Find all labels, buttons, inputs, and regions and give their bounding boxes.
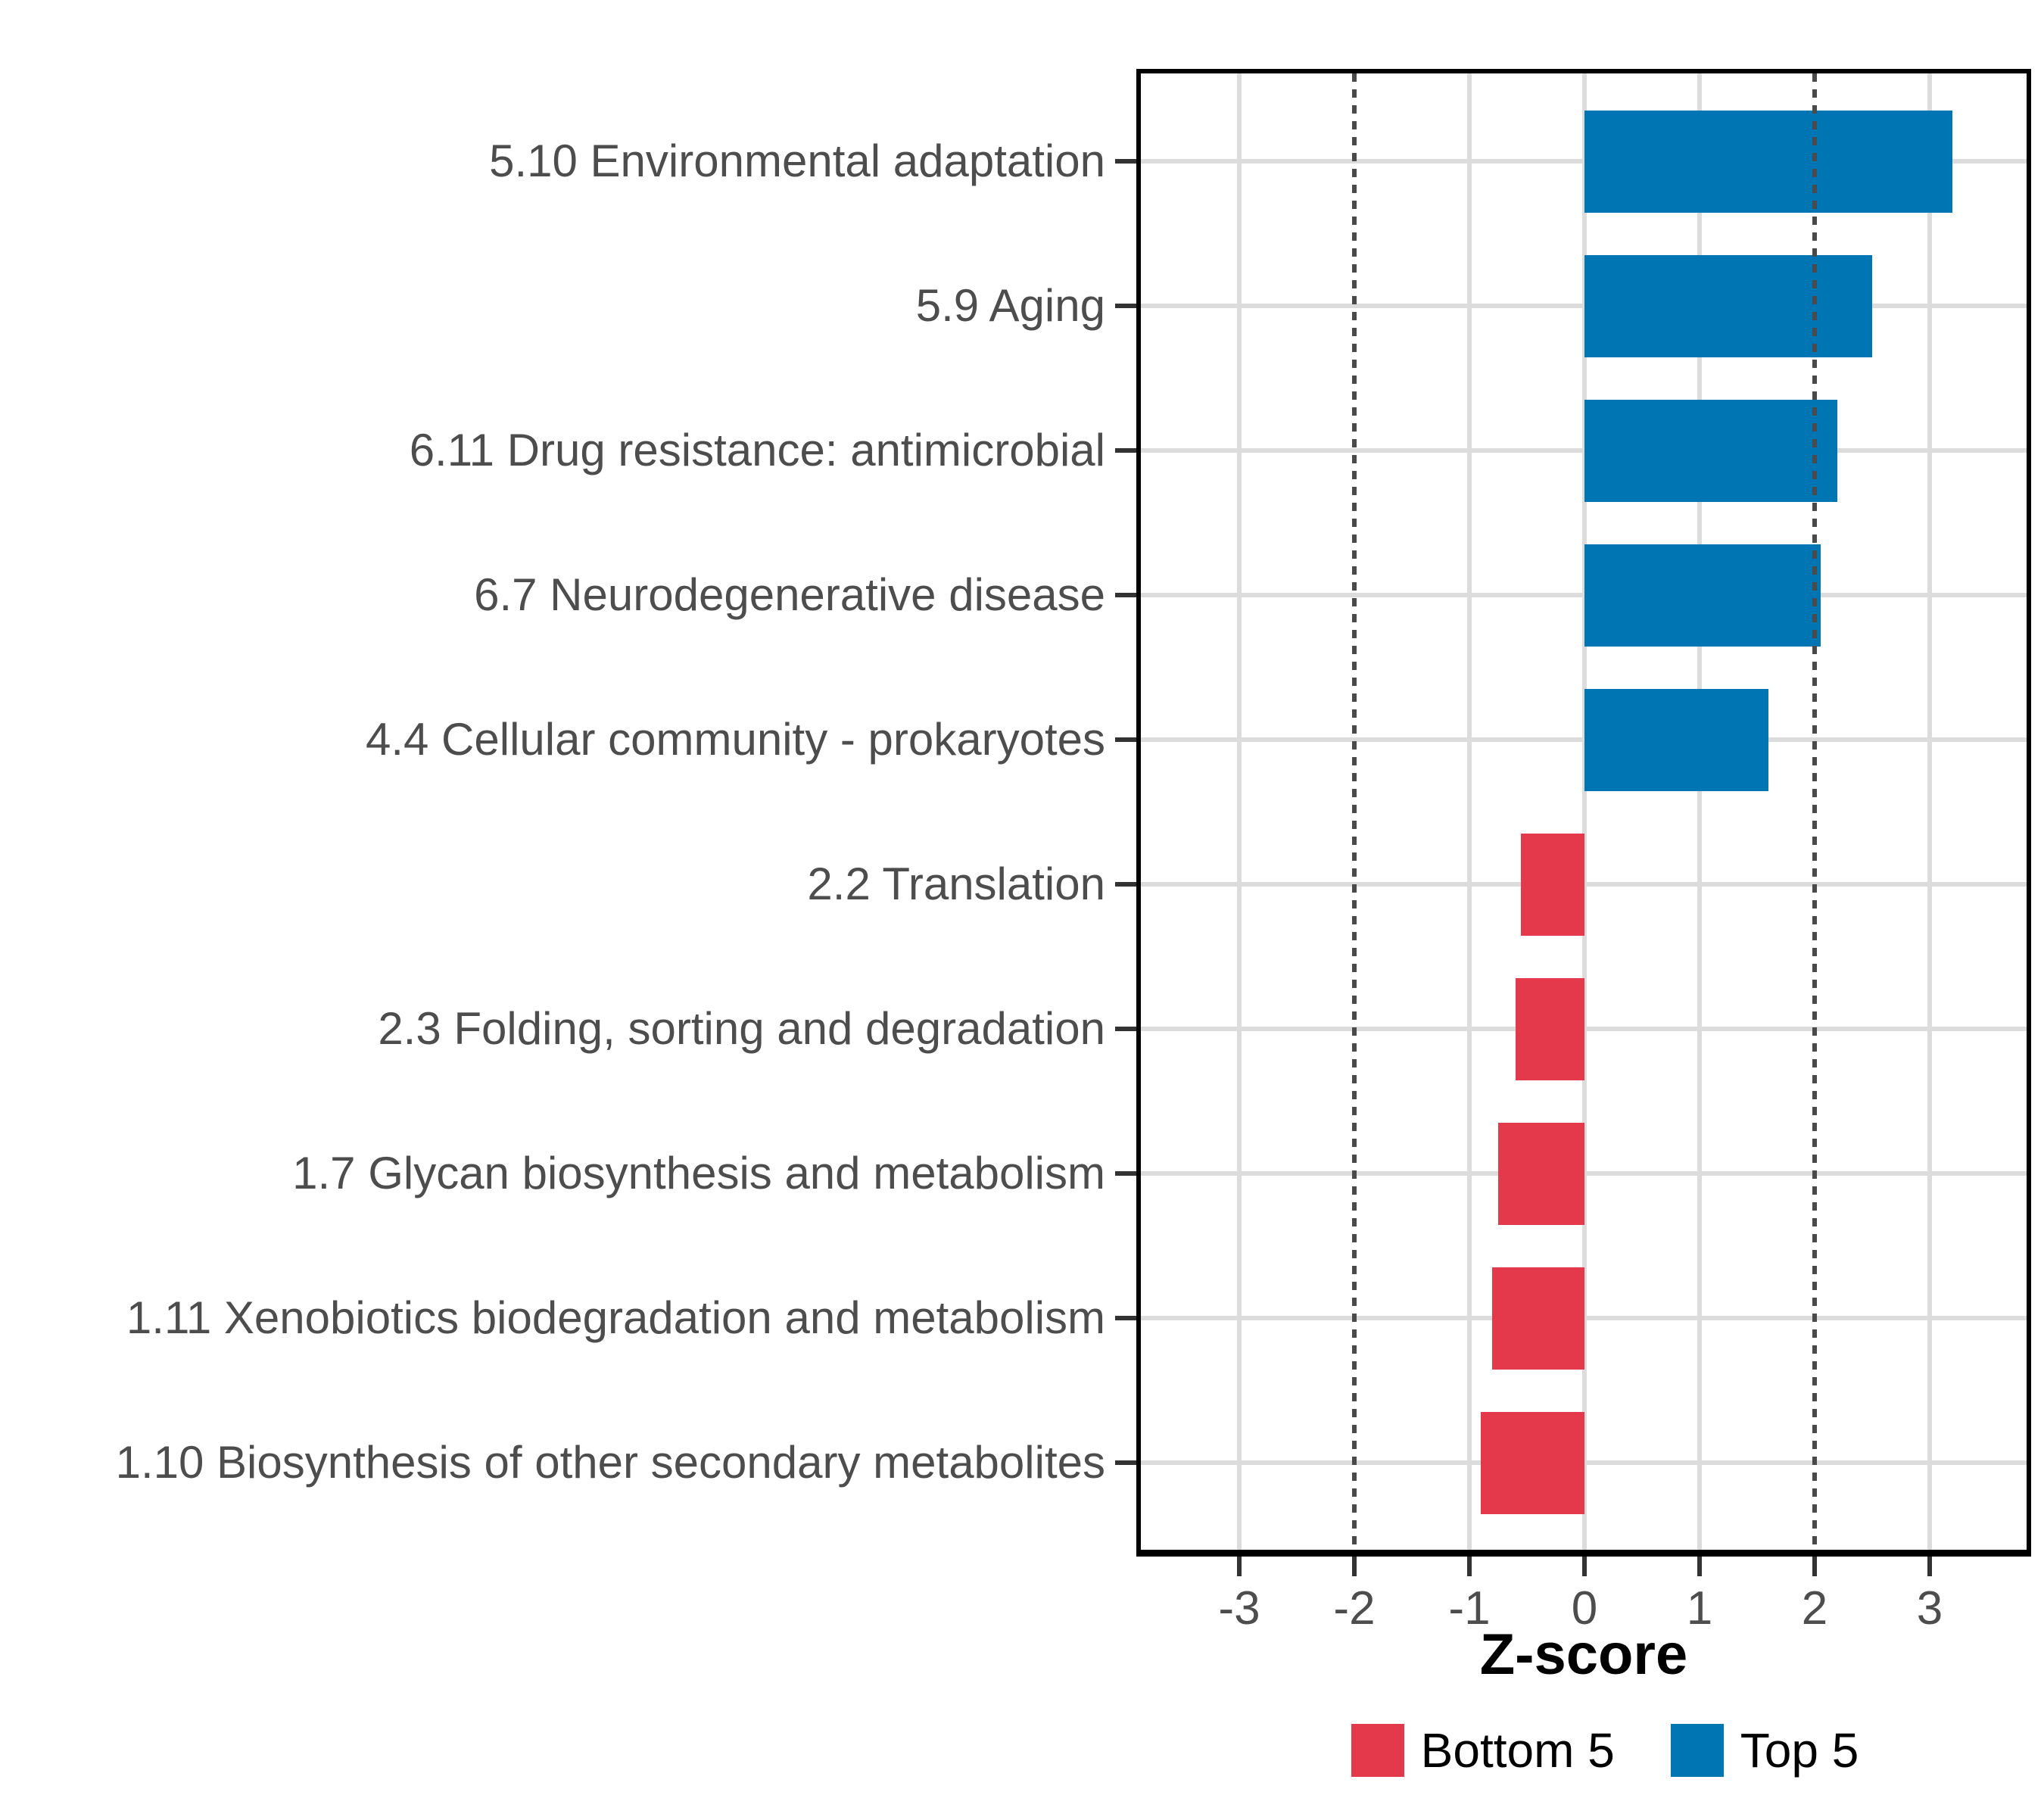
reference-line-2: [1812, 73, 1817, 1550]
x-axis-tick-label: 1: [1686, 1582, 1713, 1635]
gridline-x--3: [1237, 73, 1242, 1550]
y-axis-label: 6.11 Drug resistance: antimicrobial: [409, 425, 1105, 475]
y-axis-label: 2.3 Folding, sorting and degradation: [378, 1003, 1105, 1054]
y-axis-label: 4.4 Cellular community - prokaryotes: [365, 714, 1105, 765]
bar-bottom5: [1481, 1411, 1584, 1514]
gridline-x-1: [1697, 73, 1702, 1550]
y-axis-tick: [1115, 1171, 1136, 1176]
x-axis-tick: [1582, 1557, 1587, 1576]
x-axis-tick: [1352, 1557, 1357, 1576]
plot-panel: [1136, 69, 2031, 1557]
x-axis-tick: [1467, 1557, 1472, 1576]
x-axis-tick-label: 3: [1916, 1582, 1943, 1635]
legend-swatch-bottom5: [1351, 1724, 1404, 1777]
y-axis-label: 1.7 Glycan biosynthesis and metabolism: [292, 1148, 1105, 1198]
y-axis-label: 6.7 Neurodegenerative disease: [474, 569, 1105, 620]
y-axis-label: 1.10 Biosynthesis of other secondary met…: [115, 1437, 1105, 1488]
gridline-row: [1141, 737, 2027, 742]
bar-bottom5: [1498, 1122, 1584, 1225]
gridline-row: [1141, 304, 2027, 308]
legend: Bottom 5 Top 5: [1264, 1720, 1946, 1781]
y-axis-label: 1.11 Xenobiotics biodegradation and meta…: [126, 1292, 1105, 1343]
legend-label-top5: Top 5: [1740, 1723, 1859, 1778]
x-axis-tick-label: 0: [1571, 1582, 1598, 1635]
bar-bottom5: [1521, 833, 1584, 936]
x-axis-tick-label: -2: [1333, 1582, 1376, 1635]
y-axis-tick: [1115, 882, 1136, 887]
x-axis-tick-label: -1: [1448, 1582, 1491, 1635]
y-axis-label: 5.10 Environmental adaptation: [489, 136, 1105, 186]
y-axis-tick: [1115, 1027, 1136, 1031]
y-axis-tick: [1115, 1460, 1136, 1465]
y-axis-tick: [1115, 593, 1136, 597]
bar-top5: [1584, 399, 1838, 502]
y-axis-tick: [1115, 1316, 1136, 1320]
gridline-row: [1141, 448, 2027, 453]
y-axis-label: 2.2 Translation: [807, 859, 1105, 909]
y-axis-label: 5.9 Aging: [915, 280, 1105, 331]
y-axis-tick: [1115, 304, 1136, 308]
bar-top5: [1584, 254, 1872, 357]
x-axis-tick: [1697, 1557, 1702, 1576]
gridline-row: [1141, 593, 2027, 597]
bar-top5: [1584, 544, 1821, 647]
y-axis-tick: [1115, 448, 1136, 453]
bar-bottom5: [1515, 977, 1584, 1080]
x-axis-tick-label: 2: [1801, 1582, 1828, 1635]
x-axis-tick: [1812, 1557, 1817, 1576]
legend-swatch-top5: [1670, 1724, 1724, 1777]
x-axis-title: Z-score: [1479, 1622, 1688, 1687]
x-axis-tick-label: -3: [1218, 1582, 1260, 1635]
gridline-x--1: [1467, 73, 1472, 1550]
bar-top5: [1584, 110, 1953, 213]
x-axis-tick: [1927, 1557, 1932, 1576]
reference-line--2: [1352, 73, 1357, 1550]
bar-top5: [1584, 688, 1769, 791]
y-axis-tick: [1115, 159, 1136, 164]
bar-bottom5: [1492, 1267, 1584, 1370]
gridline-row: [1141, 159, 2027, 164]
legend-label-bottom5: Bottom 5: [1420, 1723, 1615, 1778]
gridline-x-3: [1927, 73, 1932, 1550]
gridline-x-0: [1582, 73, 1587, 1550]
y-axis-tick: [1115, 737, 1136, 742]
x-axis-tick: [1237, 1557, 1242, 1576]
